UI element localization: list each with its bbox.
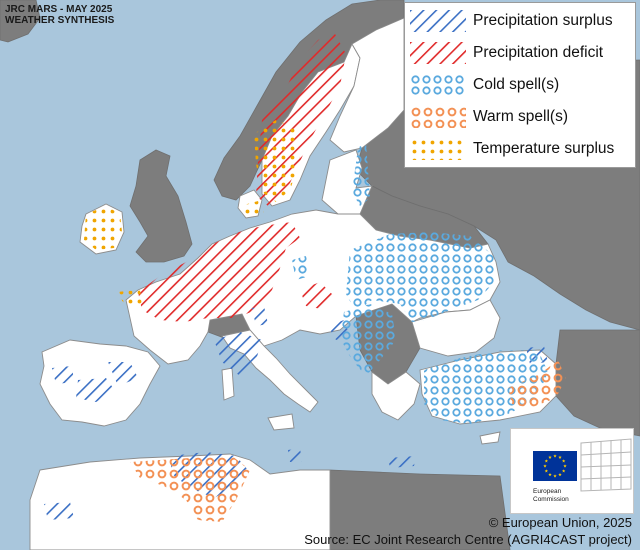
cold-spell-areas [292,142,548,424]
eu-star-icon [553,454,557,458]
source-text: Source: EC Joint Research Centre (AGRI4C… [304,532,632,547]
footer: © European Union, 2025 Source: EC Joint … [304,514,632,548]
eu-star-icon [561,469,566,473]
legend-item-warm-spell: Warm spell(s) [405,105,637,129]
legend-item-precipitation-deficit: Precipitation deficit [405,41,637,65]
temperature-surplus-swatch [410,138,466,160]
eu-star-icon [543,464,547,468]
title-line-1: JRC MARS - MAY 2025 [5,4,113,15]
warm-spell-swatch [410,106,466,128]
eu-star-icon [553,474,557,478]
legend-label: Cold spell(s) [473,76,560,93]
eu-star-icon [558,455,562,459]
legend-item-cold-spell: Cold spell(s) [405,73,637,97]
european-commission-logo: European Commission [510,428,634,514]
copyright-text: © European Union, 2025 [488,515,632,530]
legend-label: Precipitation surplus [473,12,613,29]
map-title: JRC MARS - MAY 2025 WEATHER SYNTHESIS [5,4,114,26]
legend-label: Warm spell(s) [473,108,569,125]
precipitation-surplus-swatch [410,10,466,32]
eu-star-icon [548,455,552,459]
temperature-surplus-areas [84,120,300,306]
eu-star-icon [558,472,562,477]
eu-star-icon [561,459,566,463]
eu-stars [543,454,567,478]
title-line-2: WEATHER SYNTHESIS [5,15,115,26]
eu-star-icon [563,464,567,468]
precipitation-deficit-swatch [410,42,466,64]
cold-spell-swatch [410,74,466,96]
logo-text-european: European [533,488,562,495]
berlaymont-building-icon [580,438,632,492]
legend-item-temperature-surplus: Temperature surplus [405,137,637,161]
legend: Precipitation surplus Precipitation defi… [404,2,636,168]
legend-label: Precipitation deficit [473,44,604,61]
legend-item-precipitation-surplus: Precipitation surplus [405,9,637,33]
eu-star-icon [544,469,549,473]
eu-star-icon [548,472,552,477]
logo-text-commission: Commission [533,496,569,503]
eu-star-icon [544,459,549,463]
legend-label: Temperature surplus [473,140,615,157]
ec-logo-graphic: European Commission [533,438,632,503]
